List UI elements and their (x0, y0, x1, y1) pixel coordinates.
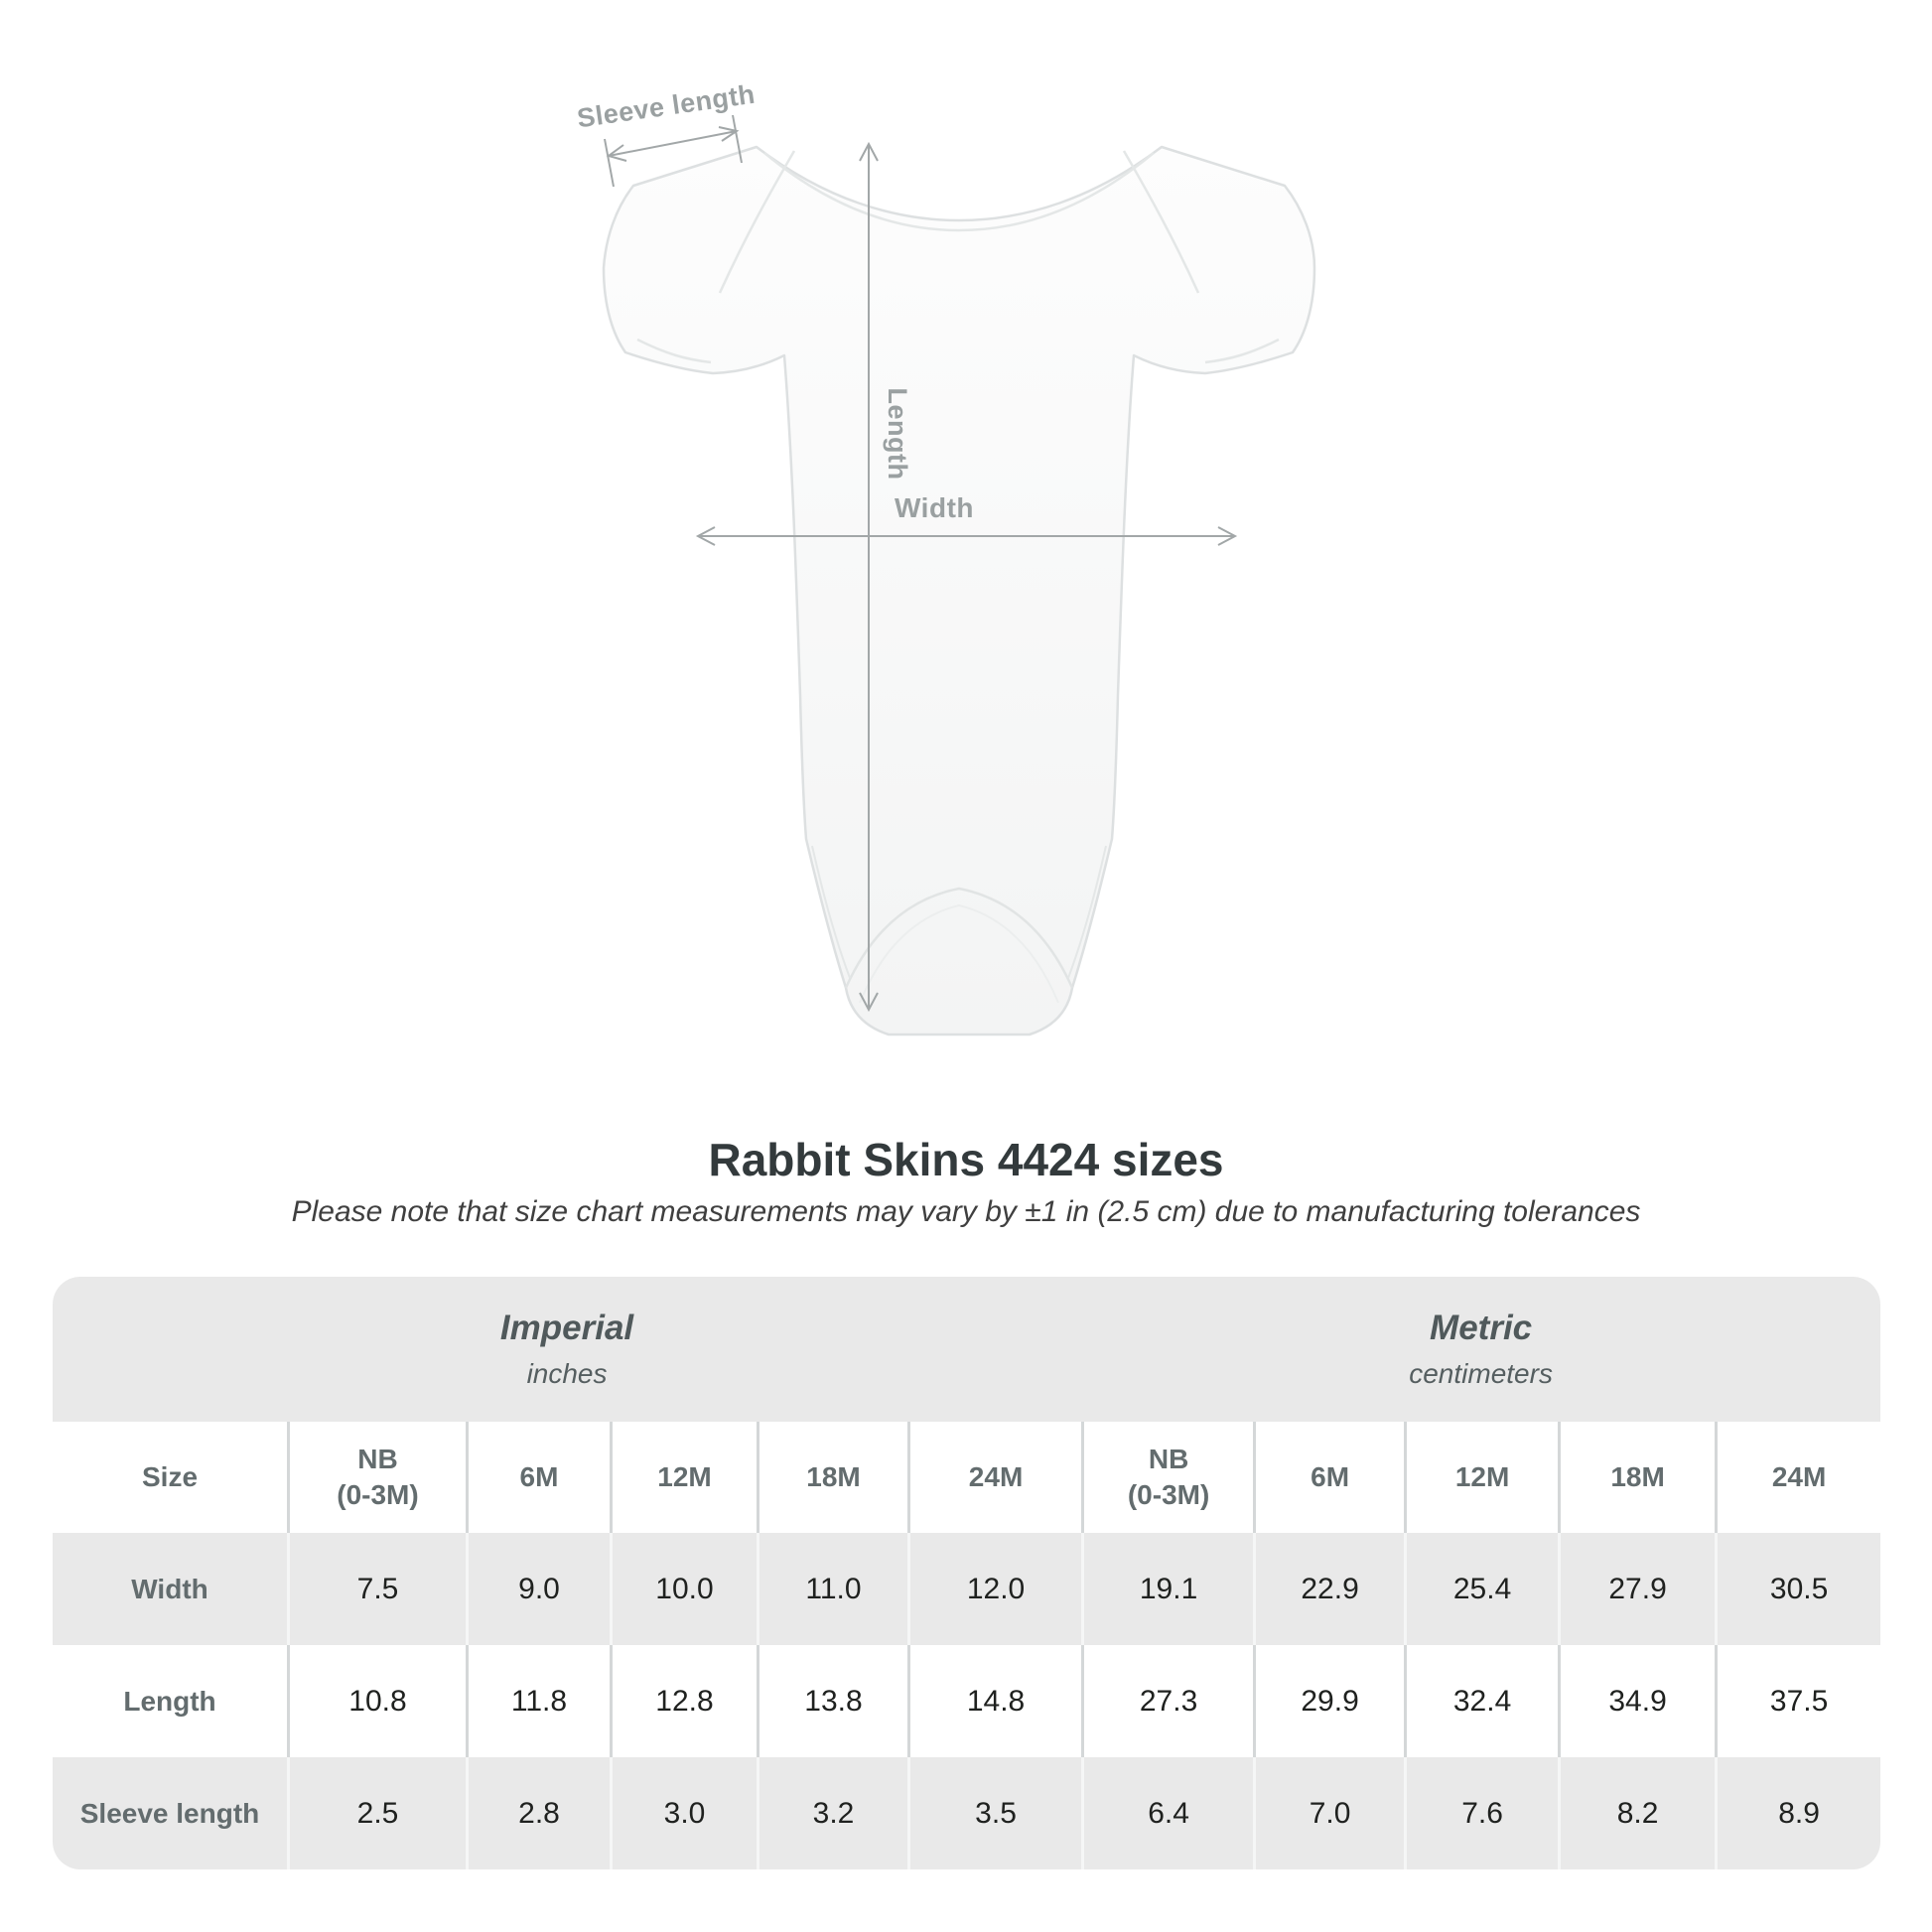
cell-sleeve-metric-12m: 7.6 (1404, 1757, 1559, 1869)
col-header-metric-nb: NB (0-3M) (1081, 1422, 1254, 1533)
width-label: Width (895, 492, 974, 523)
cell-length-imperial-24m: 14.8 (907, 1645, 1082, 1757)
page-title: Rabbit Skins 4424 sizes (708, 1134, 1224, 1185)
right-shoulder-overlap-seam (1122, 150, 1200, 294)
col-header-metric-24m: 24M (1715, 1422, 1880, 1533)
bodysuit-outline (602, 145, 1316, 1036)
cell-length-metric-18m: 34.9 (1558, 1645, 1716, 1757)
right-sleeve-hem (1204, 338, 1280, 364)
bodysuit-illustration (602, 114, 1316, 1036)
crotch-flap-seam (844, 887, 1074, 989)
size-header-row: Size NB (0-3M) 6M 12M 18M 24M NB (0-3M) … (53, 1422, 1880, 1533)
metric-label: Metric (1430, 1309, 1533, 1347)
col-header-imperial-nb: NB (0-3M) (287, 1422, 466, 1533)
cell-width-metric-6m: 22.9 (1253, 1533, 1405, 1645)
table-row-sleeve-length: Sleeve length 2.5 2.8 3.0 3.2 3.5 6.4 7.… (53, 1757, 1880, 1869)
left-shoulder-overlap-seam (718, 150, 796, 294)
unit-group-row: Imperial inches Metric centimeters (53, 1277, 1880, 1422)
metric-group-header: Metric centimeters (1081, 1277, 1880, 1422)
row-header-width: Width (53, 1533, 287, 1645)
size-table-grid: Imperial inches Metric centimeters Size … (53, 1277, 1880, 1869)
cell-length-metric-12m: 32.4 (1404, 1645, 1559, 1757)
col-header-metric-12m: 12M (1404, 1422, 1559, 1533)
tolerance-note: Please note that size chart measurements… (291, 1195, 1641, 1228)
table-row-length: Length 10.8 11.8 12.8 13.8 14.8 27.3 29.… (53, 1645, 1880, 1757)
cell-sleeve-metric-6m: 7.0 (1253, 1757, 1405, 1869)
cell-sleeve-imperial-18m: 3.2 (757, 1757, 907, 1869)
col-header-imperial-12m: 12M (610, 1422, 757, 1533)
cell-width-imperial-nb: 7.5 (287, 1533, 466, 1645)
cell-sleeve-metric-24m: 8.9 (1715, 1757, 1880, 1869)
left-leg-binding (811, 845, 851, 979)
cell-width-metric-24m: 30.5 (1715, 1533, 1880, 1645)
imperial-unit: inches (526, 1358, 608, 1389)
cell-sleeve-imperial-24m: 3.5 (907, 1757, 1082, 1869)
left-sleeve-hem (636, 338, 712, 364)
metric-unit: centimeters (1409, 1358, 1553, 1389)
size-corner-header: Size (53, 1422, 287, 1533)
col-header-metric-6m: 6M (1253, 1422, 1405, 1533)
row-header-sleeve-length: Sleeve length (53, 1757, 287, 1869)
cell-width-imperial-6m: 9.0 (466, 1533, 610, 1645)
cell-sleeve-imperial-12m: 3.0 (610, 1757, 757, 1869)
col-header-imperial-24m: 24M (907, 1422, 1082, 1533)
crotch-flap-binding (859, 903, 1059, 1004)
cell-length-metric-24m: 37.5 (1715, 1645, 1880, 1757)
cell-width-metric-12m: 25.4 (1404, 1533, 1559, 1645)
cell-length-metric-nb: 27.3 (1081, 1645, 1254, 1757)
width-dimension-line (695, 526, 1238, 546)
col-header-metric-18m: 18M (1558, 1422, 1716, 1533)
cell-length-metric-6m: 29.9 (1253, 1645, 1405, 1757)
cell-length-imperial-nb: 10.8 (287, 1645, 466, 1757)
sleeve-dimension-line (604, 114, 743, 188)
col-header-imperial-6m: 6M (466, 1422, 610, 1533)
cell-sleeve-imperial-6m: 2.8 (466, 1757, 610, 1869)
right-leg-binding (1067, 845, 1107, 979)
cell-width-metric-nb: 19.1 (1081, 1533, 1254, 1645)
cell-sleeve-imperial-nb: 2.5 (287, 1757, 466, 1869)
neck-binding-seam (763, 152, 1155, 232)
col-header-imperial-18m: 18M (757, 1422, 907, 1533)
table-row-width: Width 7.5 9.0 10.0 11.0 12.0 19.1 22.9 2… (53, 1533, 1880, 1645)
size-diagram: Sleeve length Length Width (575, 79, 1316, 1036)
imperial-group-header: Imperial inches (53, 1277, 1082, 1422)
cell-length-imperial-12m: 12.8 (610, 1645, 757, 1757)
cell-length-imperial-6m: 11.8 (466, 1645, 610, 1757)
imperial-label: Imperial (499, 1309, 634, 1347)
cell-length-imperial-18m: 13.8 (757, 1645, 907, 1757)
row-header-length: Length (53, 1645, 287, 1757)
cell-sleeve-metric-18m: 8.2 (1558, 1757, 1716, 1869)
length-dimension-line (859, 141, 879, 1013)
length-label: Length (883, 387, 912, 481)
cell-sleeve-metric-nb: 6.4 (1081, 1757, 1254, 1869)
size-table: Imperial inches Metric centimeters Size … (53, 1277, 1880, 1869)
cell-width-imperial-12m: 10.0 (610, 1533, 757, 1645)
cell-width-metric-18m: 27.9 (1558, 1533, 1716, 1645)
cell-width-imperial-18m: 11.0 (757, 1533, 907, 1645)
cell-width-imperial-24m: 12.0 (907, 1533, 1082, 1645)
